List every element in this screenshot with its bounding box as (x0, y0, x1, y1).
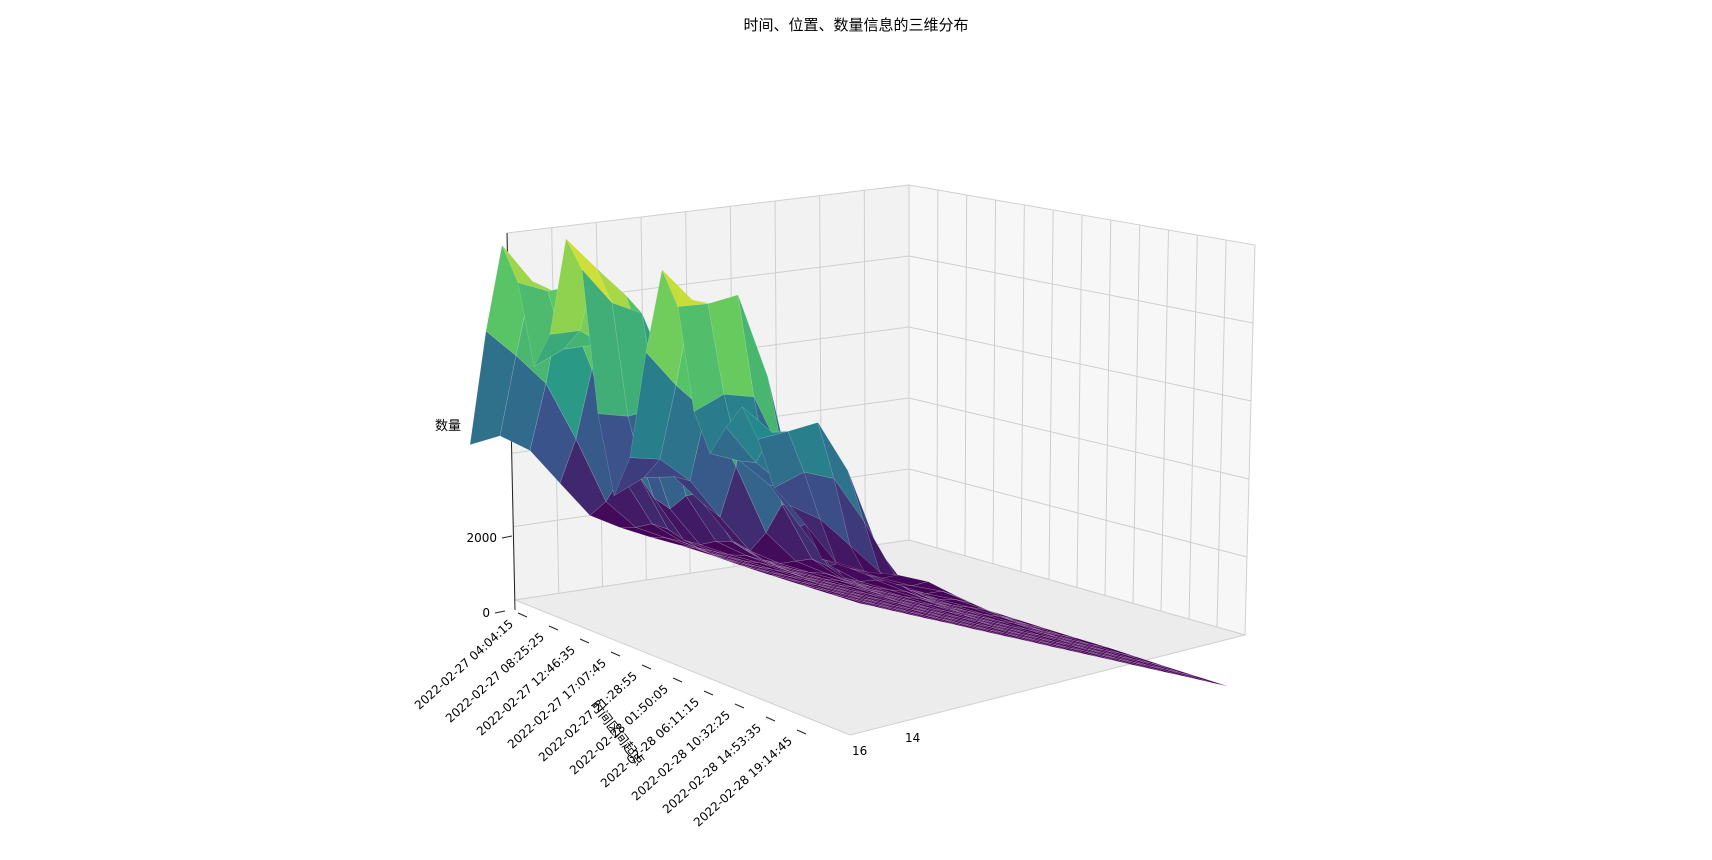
z-tick-label: 2000 (466, 531, 497, 545)
surface-face (1181, 672, 1229, 687)
x-tick-mark (610, 651, 621, 657)
y-tick-label: 14 (905, 731, 920, 745)
chart-title: 时间、位置、数量信息的三维分布 (743, 16, 969, 34)
z-tick-mark (494, 610, 506, 614)
x-tick-mark (672, 677, 683, 683)
z-tick-label: 0 (482, 606, 490, 620)
surface-mesh (469, 238, 1229, 687)
x-tick-mark (703, 690, 714, 696)
x-tick-mark (796, 729, 807, 735)
x-tick-mark (734, 703, 745, 709)
x-tick-mark (765, 716, 776, 722)
y-tick-label: 16 (852, 744, 867, 758)
z-axis-label: 数量 (435, 419, 461, 434)
z-tick-mark (501, 535, 513, 539)
x-tick-mark (579, 638, 590, 644)
x-tick-mark (641, 664, 652, 670)
x-tick-mark (548, 625, 559, 631)
x-tick-mark (517, 612, 528, 618)
z-ticks: 0 2000 (466, 531, 513, 620)
